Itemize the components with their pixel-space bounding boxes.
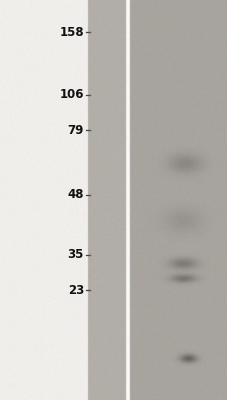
Text: 35: 35: [67, 248, 84, 262]
Text: 48: 48: [67, 188, 84, 202]
Text: 23: 23: [67, 284, 84, 296]
Text: 79: 79: [67, 124, 84, 136]
Text: 158: 158: [59, 26, 84, 38]
Text: 106: 106: [59, 88, 84, 102]
